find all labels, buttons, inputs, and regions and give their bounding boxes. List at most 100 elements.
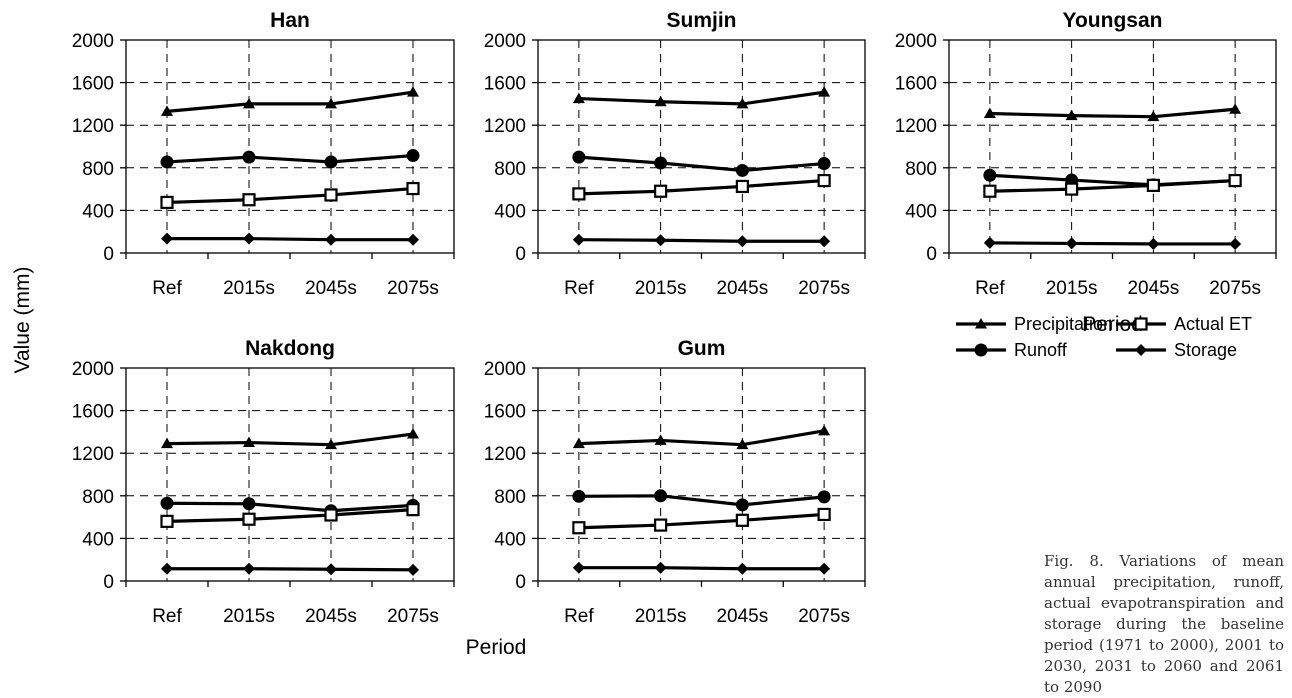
point-precipitation [243, 436, 255, 448]
figure: Value (mm) Period 0 400 800 1200 1600 2000 Ref… [11, 9, 1277, 659]
point-storage [161, 562, 173, 575]
y-tick-label: 400 [494, 201, 526, 222]
x-axis-label: Period [466, 636, 527, 659]
y-tick-label: 0 [103, 244, 114, 265]
point-storage [1065, 237, 1078, 250]
point-actual-et [160, 195, 174, 210]
y-tick-label: 1600 [72, 402, 114, 423]
point-storage [983, 236, 996, 249]
series-line-storage [167, 567, 414, 572]
series-precipitation [572, 86, 831, 109]
y-tick-label: 800 [82, 159, 114, 180]
x-tick-label: Ref [564, 606, 594, 627]
y-tick-label: 0 [926, 244, 937, 265]
plot-frame [537, 39, 866, 254]
series-line-actual-et [166, 186, 414, 205]
series-line-storage [167, 237, 413, 242]
point-precipitation [1147, 110, 1160, 122]
point-actual-et [983, 184, 997, 198]
point-precipitation [325, 97, 337, 109]
series-line-runoff [166, 153, 414, 164]
chart-title: Sumjin [666, 9, 736, 32]
y-tick-label: 2000 [72, 31, 114, 52]
legend-item-actual-et: Actual ET [1116, 314, 1252, 334]
point-precipitation [161, 437, 173, 449]
point-precipitation [325, 438, 337, 450]
y-tick-label: 400 [82, 529, 114, 550]
point-precipitation [736, 97, 749, 109]
point-precipitation [407, 86, 419, 97]
point-actual-et [572, 521, 586, 535]
point-storage [1229, 237, 1242, 250]
plot-frame [125, 39, 455, 254]
y-tick-label: 800 [82, 487, 114, 508]
x-tick-label: 2015s [1046, 278, 1098, 299]
series-precipitation [161, 86, 419, 116]
point-runoff [160, 496, 174, 510]
y-tick-label: 400 [905, 201, 937, 222]
point-actual-et [160, 514, 174, 528]
x-tick-label: 2075s [387, 606, 439, 627]
x-tick-label: Ref [564, 278, 594, 299]
point-runoff [983, 168, 997, 182]
chart-panel-sumjin: 0 400 800 1200 1600 2000 Ref 2015s 2045s 2075s Sum… [484, 9, 866, 299]
y-tick-label: 2000 [895, 31, 937, 52]
series-precipitation [572, 424, 831, 450]
x-tick-label: 2075s [1209, 278, 1261, 299]
series-actual-et [160, 181, 420, 210]
series-line-storage [578, 238, 825, 243]
x-tick-label: Ref [152, 606, 182, 627]
plot-frame [948, 39, 1277, 254]
y-tick-label: 1600 [484, 74, 526, 95]
series-line-runoff [578, 494, 825, 507]
point-precipitation [407, 428, 419, 439]
x-tick-label: 2015s [223, 278, 275, 299]
x-tick-label: 2045s [305, 278, 357, 299]
series-runoff [572, 150, 831, 177]
chart-title: Nakdong [245, 337, 335, 360]
chart-panel-han: 0 400 800 1200 1600 2000 Ref 2015s 2045s 2075s Han [72, 9, 455, 299]
point-storage [243, 232, 255, 245]
series-line-storage [989, 241, 1236, 246]
y-axis-label: Value (mm) [11, 267, 34, 374]
y-tick-label: 1200 [72, 444, 114, 465]
chart-panel-youngsan: 0 400 800 1200 1600 2000 Ref 2015s 2045s 2075s You… [895, 9, 1277, 336]
series-storage [572, 233, 831, 248]
point-runoff [654, 489, 668, 503]
plot-frame [125, 367, 455, 582]
legend-item-precipitation: Precipitation [956, 314, 1113, 334]
y-tick-label: 800 [905, 159, 937, 180]
point-actual-et [654, 518, 668, 532]
point-actual-et [817, 173, 831, 188]
point-runoff [406, 149, 420, 163]
point-storage [325, 233, 337, 246]
point-precipitation [818, 86, 831, 97]
series-runoff [160, 149, 420, 169]
series-line-actual-et [578, 178, 825, 196]
point-actual-et [1146, 178, 1160, 192]
point-actual-et [654, 184, 668, 198]
y-tick-label: 1200 [484, 116, 526, 137]
series-line-actual-et [578, 512, 825, 530]
point-actual-et [406, 503, 420, 517]
legend-item-storage: Storage [1116, 340, 1237, 360]
point-actual-et [324, 188, 338, 202]
panel-x-axis-label: Period [1082, 313, 1143, 336]
point-runoff [242, 150, 256, 164]
point-storage [654, 234, 667, 247]
y-tick-label: 2000 [484, 31, 526, 52]
series-line-runoff [166, 501, 414, 513]
series-line-storage [578, 566, 825, 571]
legend-label: Actual ET [1174, 314, 1252, 334]
series-line-runoff [578, 155, 825, 173]
series-line-precipitation [989, 107, 1236, 119]
point-runoff [324, 155, 338, 169]
point-runoff [735, 163, 749, 177]
legend-label: Storage [1174, 340, 1237, 360]
series-storage [572, 561, 831, 575]
series-actual-et [983, 173, 1242, 198]
point-storage [818, 562, 831, 575]
y-tick-label: 800 [494, 159, 526, 180]
series-storage [161, 232, 419, 246]
point-storage [736, 235, 749, 248]
